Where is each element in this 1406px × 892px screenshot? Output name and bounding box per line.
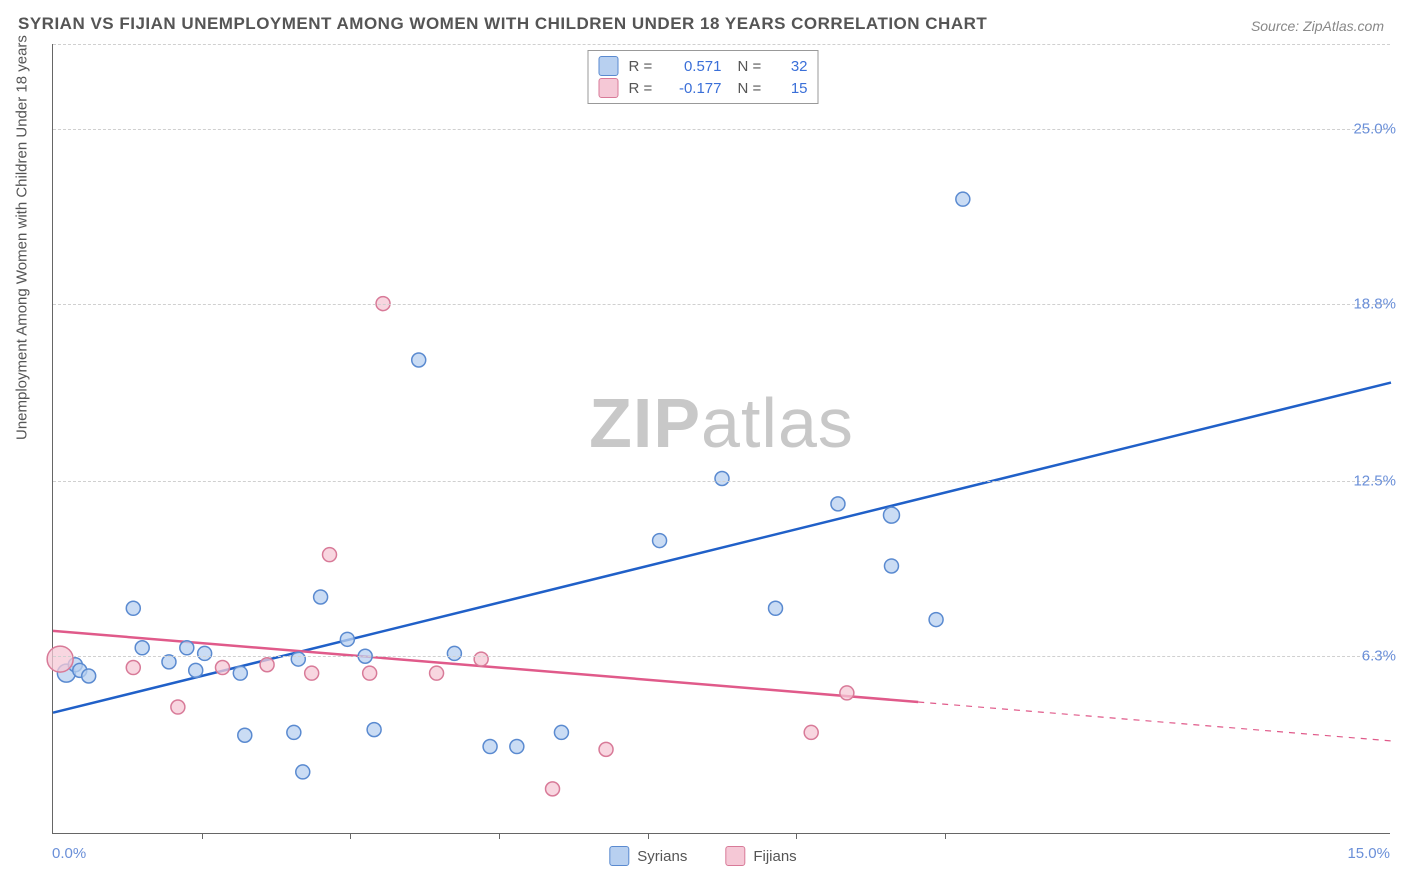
gridline [53, 44, 1390, 45]
r-label: R = [629, 58, 657, 75]
x-axis-start-label: 0.0% [52, 845, 86, 862]
scatter-svg [53, 44, 1391, 834]
y-tick-label: 25.0% [1353, 120, 1396, 137]
r-value: 0.571 [667, 58, 722, 75]
legend-item: Fijians [725, 846, 796, 866]
x-axis-end-label: 15.0% [1347, 845, 1390, 862]
legend-label: Fijians [753, 848, 796, 865]
y-tick-label: 12.5% [1353, 473, 1396, 490]
gridline [53, 304, 1390, 305]
r-label: R = [629, 80, 657, 97]
stats-row: R = 0.571 N = 32 [599, 55, 808, 77]
n-label: N = [738, 80, 766, 97]
n-value: 32 [776, 58, 808, 75]
gridline [53, 481, 1390, 482]
y-tick-label: 6.3% [1362, 648, 1396, 665]
x-tick [945, 833, 946, 839]
x-tick [350, 833, 351, 839]
y-tick-label: 18.8% [1353, 295, 1396, 312]
x-tick [499, 833, 500, 839]
plot-area: ZIPatlas [52, 44, 1390, 834]
x-tick [202, 833, 203, 839]
legend-swatch [725, 846, 745, 866]
chart-container: SYRIAN VS FIJIAN UNEMPLOYMENT AMONG WOME… [0, 0, 1406, 892]
x-tick [648, 833, 649, 839]
n-label: N = [738, 58, 766, 75]
gridline [53, 129, 1390, 130]
r-value: -0.177 [667, 80, 722, 97]
y-axis-label: Unemployment Among Women with Children U… [14, 35, 31, 440]
source-attribution: Source: ZipAtlas.com [1251, 18, 1384, 34]
stats-swatch [599, 78, 619, 98]
legend-label: Syrians [637, 848, 687, 865]
gridline [53, 656, 1390, 657]
correlation-legend: R = 0.571 N = 32 R = -0.177 N = 15 [588, 50, 819, 104]
chart-title: SYRIAN VS FIJIAN UNEMPLOYMENT AMONG WOME… [18, 14, 987, 34]
stats-swatch [599, 56, 619, 76]
x-tick [796, 833, 797, 839]
stats-row: R = -0.177 N = 15 [599, 77, 808, 99]
legend-swatch [609, 846, 629, 866]
legend-item: Syrians [609, 846, 687, 866]
n-value: 15 [776, 80, 808, 97]
series-legend: Syrians Fijians [609, 846, 796, 866]
